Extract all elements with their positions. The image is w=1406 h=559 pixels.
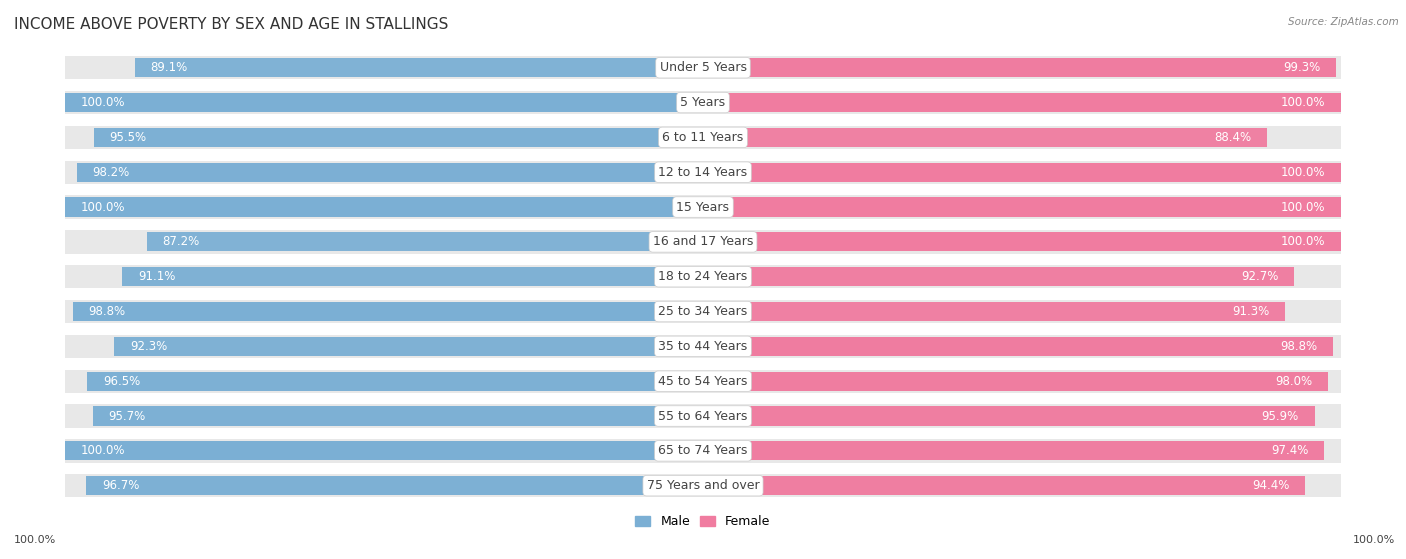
Bar xyxy=(703,233,1341,252)
Bar xyxy=(65,196,703,219)
Text: Under 5 Years: Under 5 Years xyxy=(659,61,747,74)
Text: 97.4%: 97.4% xyxy=(1271,444,1309,457)
Text: 55 to 64 Years: 55 to 64 Years xyxy=(658,410,748,423)
Bar xyxy=(65,300,703,323)
Bar xyxy=(122,267,703,286)
Text: 99.3%: 99.3% xyxy=(1284,61,1320,74)
Bar xyxy=(703,93,1341,112)
Text: 100.0%: 100.0% xyxy=(1281,96,1324,109)
Text: 88.4%: 88.4% xyxy=(1213,131,1251,144)
Text: INCOME ABOVE POVERTY BY SEX AND AGE IN STALLINGS: INCOME ABOVE POVERTY BY SEX AND AGE IN S… xyxy=(14,17,449,32)
Text: 89.1%: 89.1% xyxy=(150,61,188,74)
Bar xyxy=(703,267,1295,286)
Bar xyxy=(65,93,703,112)
Text: 100.0%: 100.0% xyxy=(82,96,125,109)
Text: 87.2%: 87.2% xyxy=(163,235,200,248)
Text: 95.9%: 95.9% xyxy=(1261,410,1299,423)
Text: 6 to 11 Years: 6 to 11 Years xyxy=(662,131,744,144)
Bar xyxy=(65,56,703,79)
Bar xyxy=(703,300,1341,323)
Bar xyxy=(703,337,1333,356)
Bar xyxy=(703,91,1341,114)
Bar xyxy=(703,439,1341,462)
Bar xyxy=(65,474,703,498)
Bar xyxy=(86,476,703,495)
Bar xyxy=(94,128,703,147)
Text: 100.0%: 100.0% xyxy=(82,201,125,214)
Text: 100.0%: 100.0% xyxy=(1281,201,1324,214)
Bar xyxy=(135,58,703,77)
Text: 95.5%: 95.5% xyxy=(110,131,146,144)
Text: 12 to 14 Years: 12 to 14 Years xyxy=(658,165,748,179)
Text: 16 and 17 Years: 16 and 17 Years xyxy=(652,235,754,248)
Bar xyxy=(114,337,703,356)
Legend: Male, Female: Male, Female xyxy=(630,510,776,533)
Bar xyxy=(65,369,703,393)
Bar xyxy=(703,126,1341,149)
Text: 96.5%: 96.5% xyxy=(104,375,141,388)
Text: 91.1%: 91.1% xyxy=(138,270,176,283)
Bar xyxy=(703,128,1267,147)
Bar xyxy=(703,58,1337,77)
Text: 92.3%: 92.3% xyxy=(131,340,167,353)
Bar xyxy=(65,160,703,184)
Bar xyxy=(703,441,1324,461)
Text: 96.7%: 96.7% xyxy=(103,479,139,492)
Text: 15 Years: 15 Years xyxy=(676,201,730,214)
Bar xyxy=(73,302,703,321)
Bar xyxy=(703,196,1341,219)
Bar xyxy=(703,265,1341,288)
Bar xyxy=(65,126,703,149)
Text: 100.0%: 100.0% xyxy=(1281,235,1324,248)
Bar xyxy=(65,441,703,461)
Bar xyxy=(65,230,703,254)
Text: 75 Years and over: 75 Years and over xyxy=(647,479,759,492)
Text: 100.0%: 100.0% xyxy=(14,535,56,545)
Bar xyxy=(65,197,703,217)
Bar xyxy=(65,335,703,358)
Text: 91.3%: 91.3% xyxy=(1232,305,1270,318)
Bar xyxy=(93,406,703,425)
Bar xyxy=(703,404,1341,428)
Bar xyxy=(87,372,703,391)
Text: 18 to 24 Years: 18 to 24 Years xyxy=(658,270,748,283)
Bar xyxy=(703,369,1341,393)
Text: 92.7%: 92.7% xyxy=(1241,270,1278,283)
Text: 98.2%: 98.2% xyxy=(93,165,129,179)
Text: 100.0%: 100.0% xyxy=(1353,535,1395,545)
Bar xyxy=(703,335,1341,358)
Text: 98.8%: 98.8% xyxy=(1281,340,1317,353)
Bar xyxy=(703,160,1341,184)
Bar xyxy=(703,474,1341,498)
Text: 45 to 54 Years: 45 to 54 Years xyxy=(658,375,748,388)
Bar xyxy=(703,372,1329,391)
Bar xyxy=(65,439,703,462)
Text: 25 to 34 Years: 25 to 34 Years xyxy=(658,305,748,318)
Text: 65 to 74 Years: 65 to 74 Years xyxy=(658,444,748,457)
Text: 94.4%: 94.4% xyxy=(1251,479,1289,492)
Bar xyxy=(146,233,703,252)
Bar xyxy=(703,230,1341,254)
Text: 5 Years: 5 Years xyxy=(681,96,725,109)
Text: 98.8%: 98.8% xyxy=(89,305,125,318)
Text: 100.0%: 100.0% xyxy=(82,444,125,457)
Bar xyxy=(65,265,703,288)
Bar xyxy=(76,163,703,182)
Bar xyxy=(703,163,1341,182)
Text: 35 to 44 Years: 35 to 44 Years xyxy=(658,340,748,353)
Text: 95.7%: 95.7% xyxy=(108,410,146,423)
Bar xyxy=(703,476,1305,495)
Text: Source: ZipAtlas.com: Source: ZipAtlas.com xyxy=(1288,17,1399,27)
Bar xyxy=(703,56,1341,79)
Bar xyxy=(703,406,1315,425)
Bar xyxy=(65,91,703,114)
Text: 100.0%: 100.0% xyxy=(1281,165,1324,179)
Bar xyxy=(703,197,1341,217)
Bar xyxy=(703,302,1285,321)
Text: 98.0%: 98.0% xyxy=(1275,375,1312,388)
Bar xyxy=(65,404,703,428)
